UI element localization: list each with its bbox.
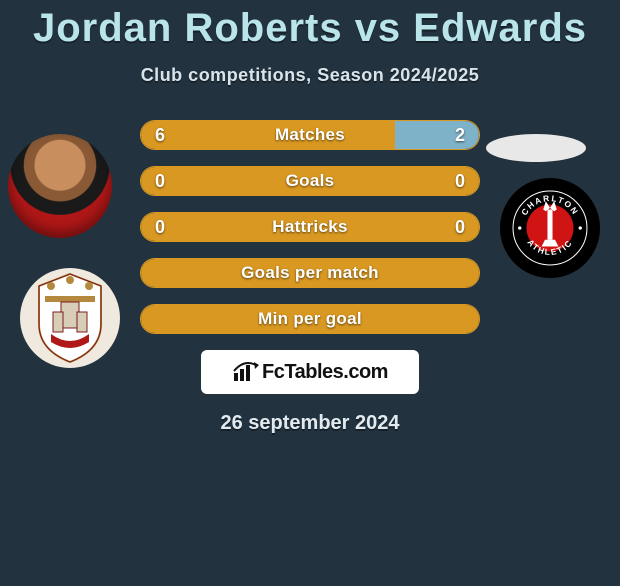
fctables-logo-icon — [232, 361, 260, 383]
subtitle: Club competitions, Season 2024/2025 — [0, 65, 620, 86]
stevenage-crest-icon — [31, 272, 109, 364]
comparison-stage: CHARLTON ATHLETIC 6Matches20Goals00Hattr… — [0, 110, 620, 435]
player-right-avatar-placeholder — [486, 134, 586, 162]
stat-bar: 0Goals0 — [140, 166, 480, 196]
stat-category: Goals per match — [193, 263, 427, 283]
date-text: 26 september 2024 — [0, 412, 620, 435]
stats-bars: 6Matches20Goals00Hattricks0Goals per mat… — [140, 110, 480, 334]
stat-value-right: 2 — [427, 125, 479, 146]
stat-bar: Min per goal — [140, 304, 480, 334]
club-badge-left — [20, 268, 120, 368]
brand-text: FcTables.com — [262, 361, 388, 384]
stat-value-right: 0 — [427, 217, 479, 238]
stat-bar: Goals per match — [140, 258, 480, 288]
stat-value-left: 6 — [141, 125, 193, 146]
stat-category: Matches — [193, 125, 427, 145]
stat-category: Goals — [193, 171, 427, 191]
stat-category: Min per goal — [193, 309, 427, 329]
stat-bar: 6Matches2 — [140, 120, 480, 150]
page-title: Jordan Roberts vs Edwards — [0, 6, 620, 51]
club-badge-right: CHARLTON ATHLETIC — [500, 178, 600, 278]
stat-category: Hattricks — [193, 217, 427, 237]
stat-value-right: 0 — [427, 171, 479, 192]
charlton-crest-icon: CHARLTON ATHLETIC — [508, 186, 592, 270]
stat-bar: 0Hattricks0 — [140, 212, 480, 242]
player-left-avatar — [8, 134, 112, 238]
stat-value-left: 0 — [141, 217, 193, 238]
brand-badge: FcTables.com — [201, 350, 419, 394]
stat-value-left: 0 — [141, 171, 193, 192]
